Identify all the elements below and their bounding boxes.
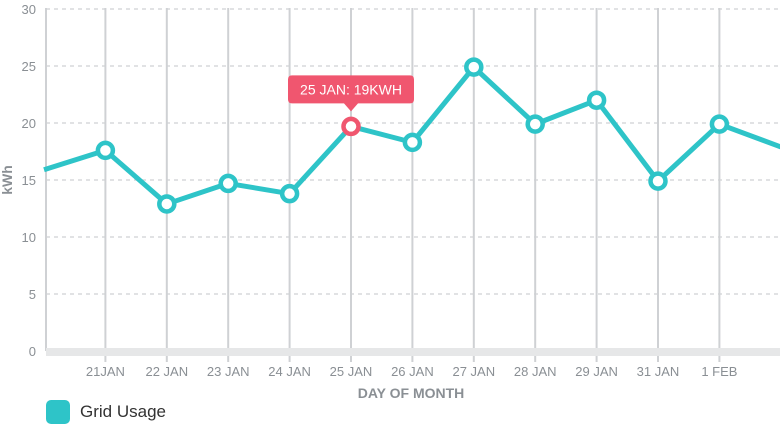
vertical-gridlines	[45, 8, 721, 362]
y-tick-label: 5	[29, 287, 36, 302]
y-tick-label: 10	[22, 230, 36, 245]
x-tick-label: 1 FEB	[701, 364, 737, 379]
data-points	[95, 57, 730, 214]
x-axis-baseline	[46, 348, 780, 356]
y-axis-title: kWh	[0, 165, 15, 195]
tooltip-box	[288, 75, 414, 112]
legend-label-grid-usage: Grid Usage	[80, 402, 166, 421]
x-axis-title: DAY OF MONTH	[358, 385, 465, 401]
x-tick-label: 23 JAN	[207, 364, 250, 379]
data-point[interactable]	[525, 114, 545, 134]
x-tick-label: 25 JAN	[330, 364, 373, 379]
x-tick-label: 22 JAN	[145, 364, 188, 379]
legend-swatch-grid-usage	[46, 400, 70, 424]
x-tick-label: 31 JAN	[637, 364, 680, 379]
data-point[interactable]	[464, 57, 484, 77]
tooltip-label: 25 JAN: 19KWH	[300, 81, 402, 97]
x-tick-label: 27 JAN	[452, 364, 495, 379]
x-tick-label: 24 JAN	[268, 364, 311, 379]
y-tick-label: 30	[22, 2, 36, 17]
data-point[interactable]	[402, 132, 423, 153]
data-point[interactable]	[709, 114, 730, 134]
y-tick-labels: 0 5 10 15 20 25 30	[22, 2, 36, 359]
data-point[interactable]	[586, 90, 607, 110]
y-tick-label: 15	[22, 173, 36, 188]
x-tick-label: 28 JAN	[514, 364, 557, 379]
y-tick-label: 20	[22, 116, 36, 131]
data-point[interactable]	[279, 183, 300, 204]
data-point[interactable]	[648, 171, 668, 191]
x-tick-label: 21JAN	[86, 364, 125, 379]
y-tick-label: 0	[29, 344, 36, 359]
data-point-highlighted[interactable]	[341, 116, 361, 137]
tooltip: 25 JAN: 19KWH	[288, 75, 414, 112]
x-tick-labels: 21JAN 22 JAN 23 JAN 24 JAN 25 JAN 26 JAN 27 JA…	[86, 364, 738, 379]
data-point[interactable]	[218, 173, 238, 194]
legend[interactable]: Grid Usage	[46, 400, 166, 424]
y-tick-label: 25	[22, 59, 36, 74]
data-point[interactable]	[157, 194, 177, 214]
data-point[interactable]	[95, 140, 116, 161]
x-tick-label: 26 JAN	[391, 364, 434, 379]
x-tick-label: 29 JAN	[575, 364, 618, 379]
